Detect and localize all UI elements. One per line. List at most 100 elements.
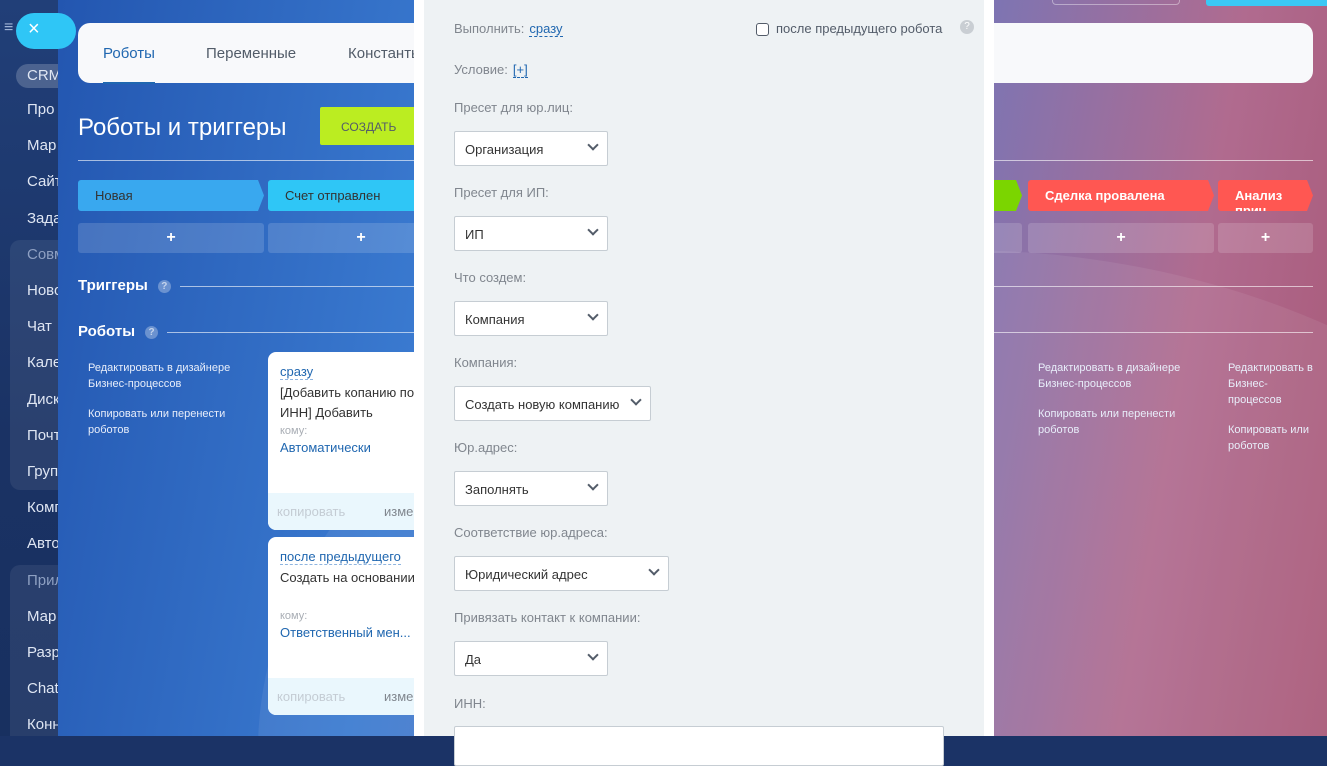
field-select[interactable]: Юридический адрес	[454, 556, 669, 591]
edit-in-designer-link[interactable]: Редактировать в дизайнере Бизнес-процесс…	[88, 362, 231, 390]
chevron-down-icon	[648, 564, 660, 576]
execute-row: Выполнить: сразу	[454, 21, 563, 37]
copy-robot-link[interactable]: копировать	[277, 689, 346, 704]
chevron-down-icon	[630, 394, 642, 406]
field-select[interactable]: Заполнять	[454, 471, 608, 506]
robots-label: Роботы	[78, 323, 136, 340]
sidebar-item[interactable]: Разр	[27, 644, 58, 661]
stage-header: Сделка провалена	[1028, 180, 1214, 211]
after-previous-label[interactable]: после предыдущего робота	[776, 21, 943, 36]
search-input[interactable]	[1052, 0, 1180, 5]
help-icon[interactable]: ?	[145, 326, 159, 339]
chevron-down-icon	[587, 224, 599, 236]
copy-robots-link[interactable]: Копировать или перенести роботов	[1038, 408, 1176, 436]
sidebar-group	[10, 240, 58, 490]
sidebar-item[interactable]: Сайт	[27, 173, 58, 191]
sidebar-item[interactable]: Chat	[27, 680, 58, 698]
menu-icon[interactable]: ≡	[4, 19, 14, 36]
select-value: Да	[465, 652, 482, 667]
sidebar-item[interactable]: Диск	[27, 390, 58, 408]
field-label: Привязать контакт к компании:	[454, 610, 641, 625]
chevron-down-icon	[587, 479, 599, 491]
chevron-down-icon	[587, 309, 599, 321]
sidebar-item[interactable]: Совм	[27, 245, 58, 263]
sidebar-item[interactable]: Кале	[27, 354, 58, 372]
field-select[interactable]: Создать новую компанию	[454, 386, 651, 421]
field-label: Что создем:	[454, 270, 527, 285]
sidebar-item[interactable]: Авто	[27, 535, 58, 553]
condition-row: Условие: [+]	[454, 62, 528, 78]
copy-robot-link[interactable]: копировать	[277, 504, 346, 519]
edit-in-designer-link[interactable]: Редактировать в дизайнере Бизнес-процесс…	[1038, 362, 1181, 390]
sidebar-item[interactable]: Про	[27, 101, 55, 118]
tab-constants[interactable]: Константы	[348, 45, 422, 62]
robot-to-label: кому:	[280, 425, 308, 437]
chevron-down-icon	[587, 649, 599, 661]
field-label: Соответствие юр.адреса:	[454, 525, 608, 540]
field-select[interactable]: Компания	[454, 301, 608, 336]
robot-when-link[interactable]: сразу	[280, 364, 314, 380]
sidebar-item[interactable]: Конн	[27, 716, 58, 734]
robot-responsible: Автоматически	[280, 440, 371, 455]
triggers-heading: Триггеры?	[78, 277, 171, 294]
tab-robots[interactable]: Роботы	[103, 45, 155, 84]
add-trigger-button[interactable]: +	[1028, 223, 1214, 253]
robot-title: [Добавить копанию по	[280, 385, 415, 400]
sidebar-item[interactable]: Чат	[27, 318, 52, 336]
triggers-label: Триггеры	[78, 277, 148, 294]
top-action-button[interactable]	[1206, 0, 1327, 6]
condition-label: Условие:	[454, 62, 508, 77]
robot-to-label: кому:	[280, 610, 308, 622]
inn-input[interactable]	[454, 726, 944, 766]
chevron-down-icon	[587, 139, 599, 151]
close-button[interactable]: ×	[16, 13, 76, 49]
robot-when-link[interactable]: после предыдущего	[280, 549, 401, 565]
select-value: Заполнять	[465, 482, 529, 497]
select-value: Юридический адрес	[465, 567, 588, 582]
stage-header: Анализ прич	[1218, 180, 1313, 211]
after-previous-checkbox[interactable]	[756, 23, 769, 36]
robot-form: Выполнить: сразу после предыдущего робота…	[424, 0, 984, 766]
robot-title-line2: ИНН] Добавить	[280, 405, 373, 420]
add-trigger-button[interactable]: +	[78, 223, 264, 253]
sidebar-item[interactable]: Ново	[27, 282, 58, 299]
page-title: Роботы и триггеры	[78, 114, 287, 141]
column-links: Редактировать в дизайнере Бизнес-процесс…	[1038, 360, 1198, 452]
create-button[interactable]: СОЗДАТЬ	[320, 107, 420, 145]
field-select[interactable]: ИП	[454, 216, 608, 251]
sidebar-item[interactable]: Зада	[27, 209, 58, 227]
sidebar-item-crm[interactable]: CRM	[16, 64, 58, 88]
robot-responsible: Ответственный мен...	[280, 625, 411, 640]
copy-robots-link[interactable]: Копировать или перенести роботов	[88, 408, 226, 436]
select-value: Создать новую компанию	[465, 397, 620, 412]
sidebar-item[interactable]: Почт	[27, 426, 58, 444]
select-value: Компания	[465, 312, 525, 327]
select-value: Организация	[465, 142, 544, 157]
left-sidebar: ≡ CRM Про Мар Сайт Зада Совм Ново Чат Кале Диск П…	[0, 0, 58, 736]
sidebar-item[interactable]: Мар	[27, 137, 57, 155]
field-select[interactable]: Организация	[454, 131, 608, 166]
sidebar-item[interactable]: Мар	[27, 607, 57, 625]
copy-robots-link[interactable]: Копировать или роботов	[1228, 424, 1309, 452]
robot-title: Создать на основании	[280, 570, 415, 585]
column-links: Редактировать в Бизнес-процессов Копиров…	[1228, 360, 1318, 468]
add-trigger-button[interactable]: +	[1218, 223, 1313, 253]
field-label: Компания:	[454, 355, 518, 370]
add-condition-link[interactable]: [+]	[512, 62, 528, 78]
robot-settings-panel: Выполнить: сразу после предыдущего робота…	[414, 0, 994, 766]
sidebar-item[interactable]: Прил	[27, 571, 58, 589]
sidebar-item[interactable]: Груп	[27, 463, 58, 480]
inn-label: ИНН:	[454, 696, 486, 711]
tab-variables[interactable]: Переменные	[206, 45, 297, 62]
sidebar-item[interactable]: Комп	[27, 499, 58, 517]
robots-heading: Роботы?	[78, 323, 159, 340]
close-icon: ×	[28, 18, 40, 40]
sidebar-group	[10, 565, 58, 736]
select-value: ИП	[465, 227, 484, 242]
help-icon[interactable]: ?	[960, 20, 974, 34]
edit-in-designer-link[interactable]: Редактировать в Бизнес-процессов	[1228, 362, 1313, 406]
help-icon[interactable]: ?	[157, 280, 171, 293]
field-label: Пресет для юр.лиц:	[454, 100, 573, 115]
execute-value-link[interactable]: сразу	[529, 21, 563, 37]
field-select[interactable]: Да	[454, 641, 608, 676]
